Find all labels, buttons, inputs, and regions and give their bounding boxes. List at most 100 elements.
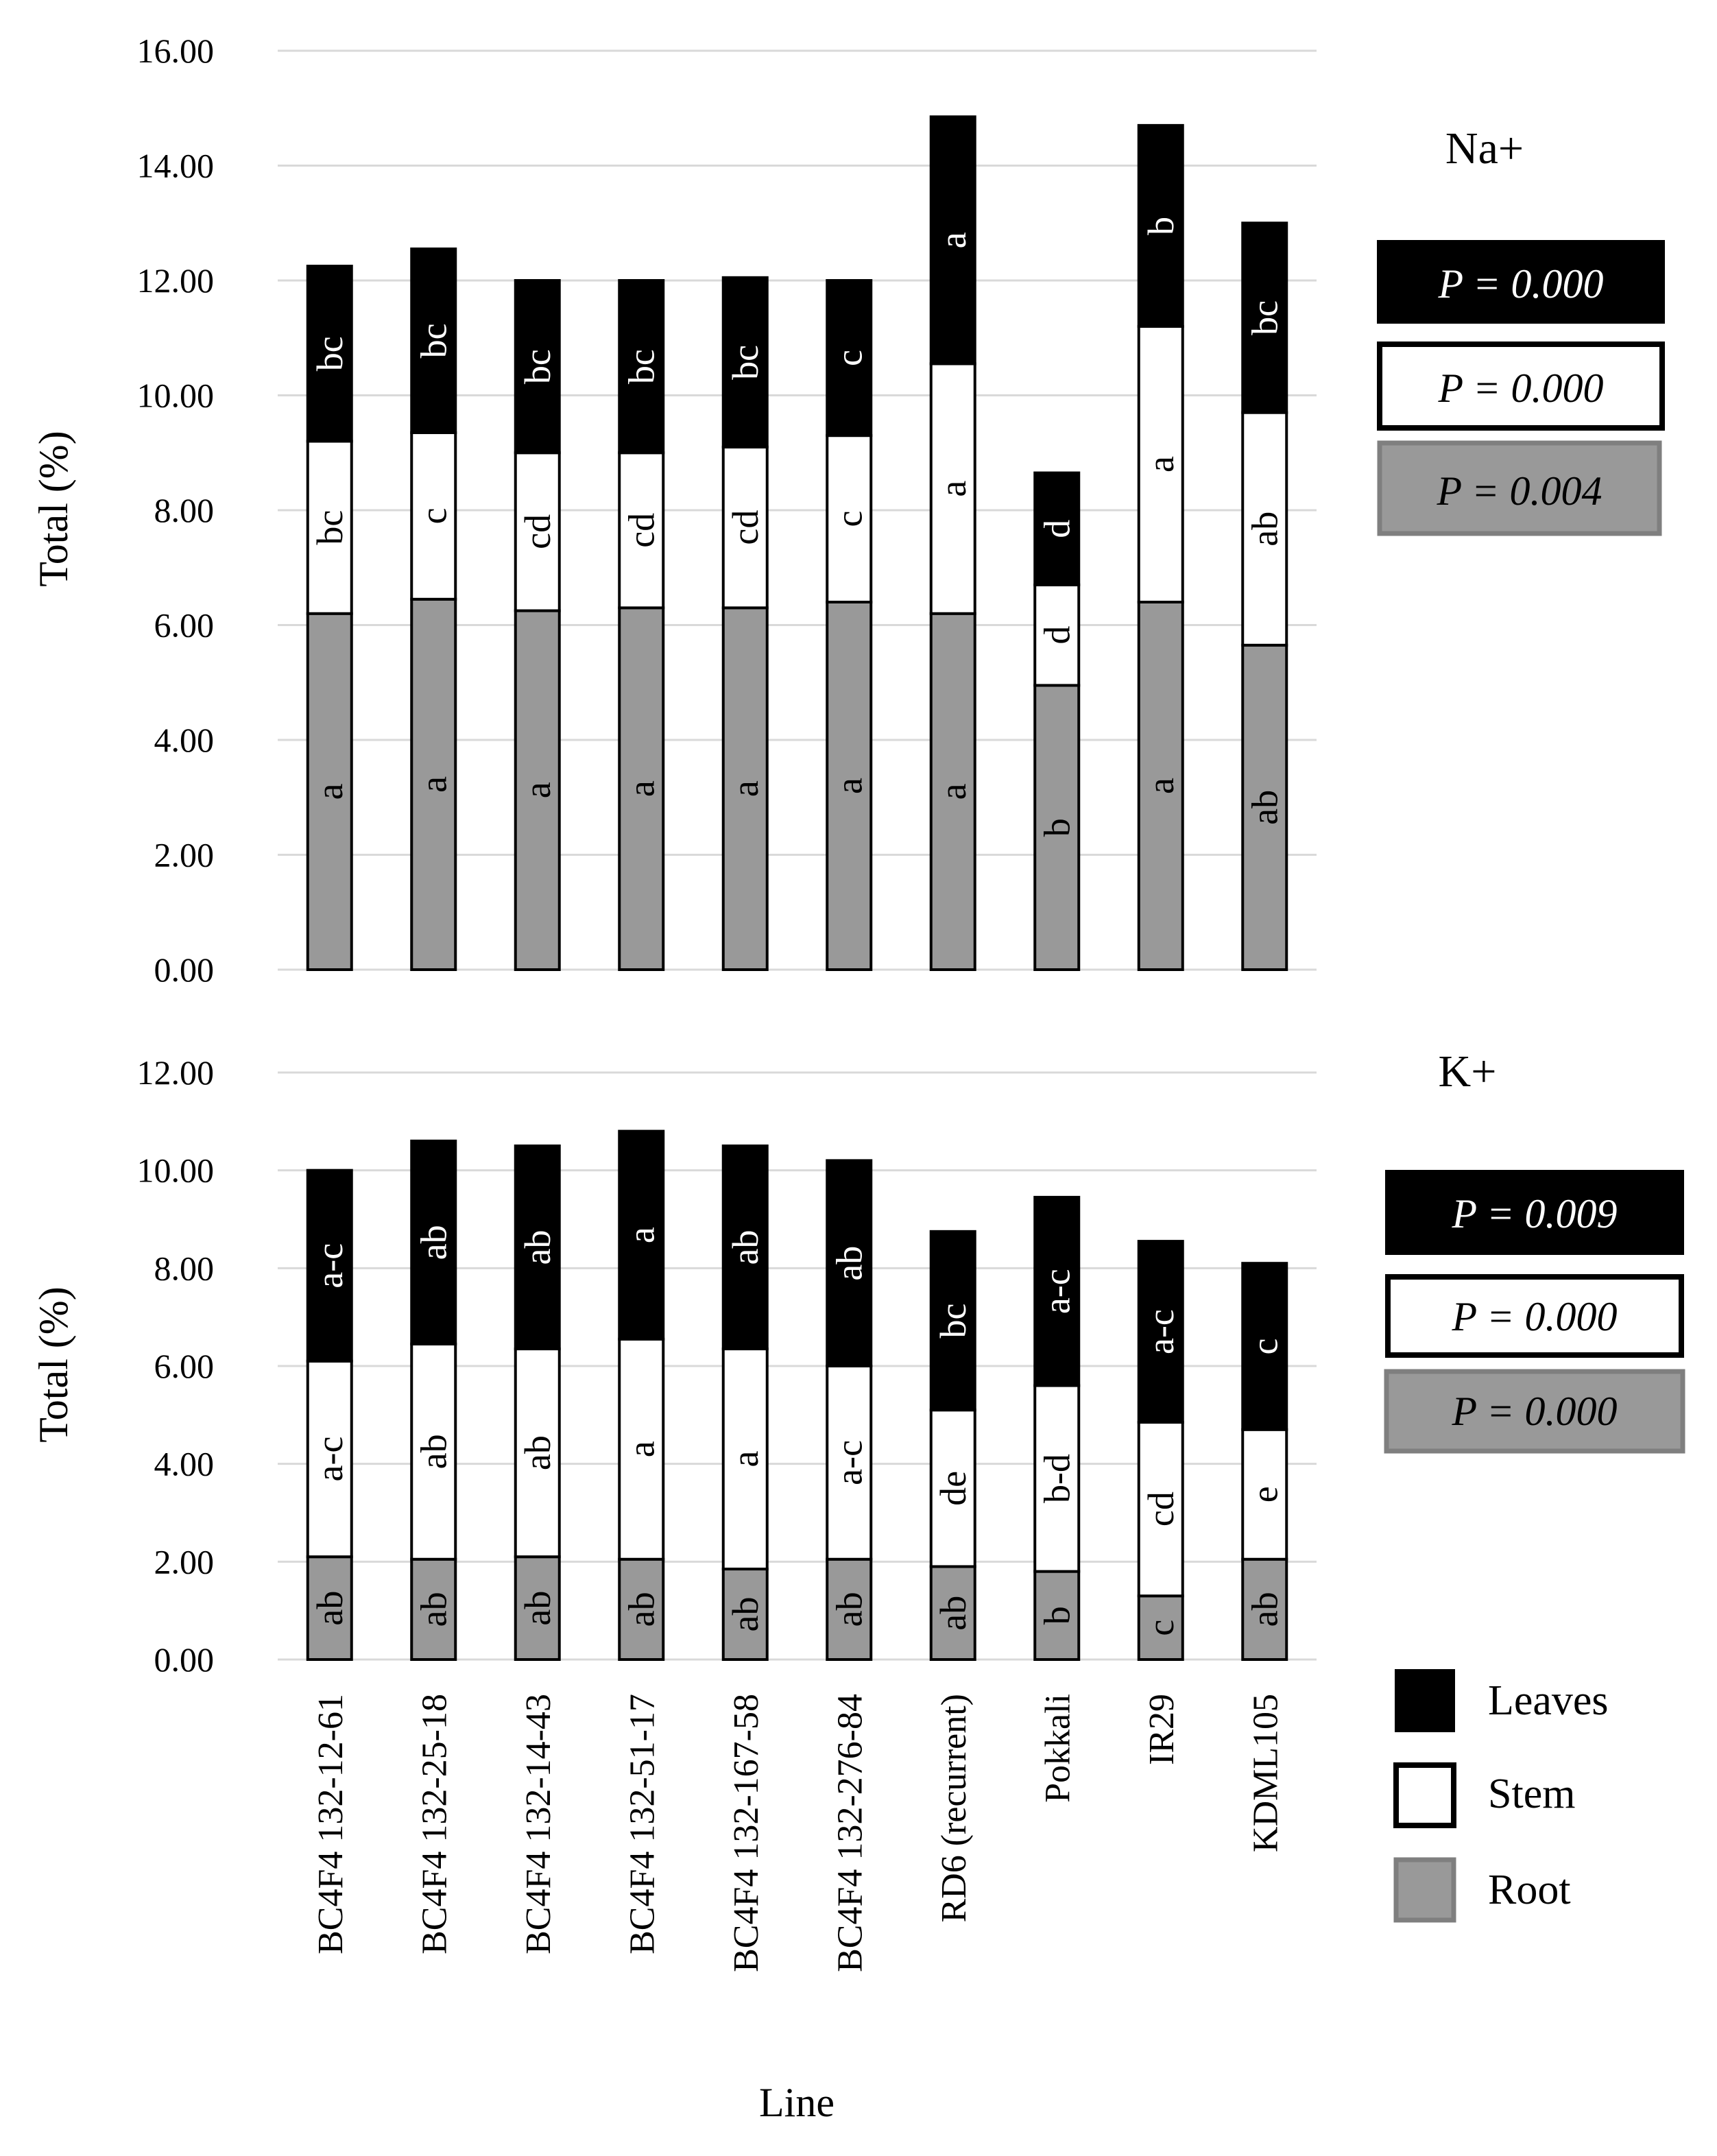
x-axis-title: Line bbox=[759, 2080, 835, 2125]
k-letter-root: ab bbox=[517, 1591, 558, 1626]
na-bar-stem bbox=[826, 434, 873, 603]
k-bar-leaves bbox=[1033, 1195, 1081, 1387]
k-letter-stem: b-d bbox=[1036, 1454, 1077, 1503]
na-letter-root: a bbox=[517, 782, 558, 798]
na-letter-root: a bbox=[828, 778, 869, 794]
na-y-tick-label: 8.00 bbox=[154, 491, 215, 529]
na-letter-leaves: bc bbox=[725, 345, 766, 380]
k-letter-leaves: ab bbox=[828, 1246, 869, 1281]
na-letter-leaves: bc bbox=[413, 323, 454, 358]
na-letter-root: b bbox=[1036, 818, 1077, 837]
na-bar-root bbox=[1033, 684, 1081, 971]
na-bar-root bbox=[1241, 643, 1288, 971]
k-p-values: P = 0.009 P = 0.000 P = 0.000 bbox=[1384, 1170, 1685, 1454]
k-letter-stem: a-c bbox=[309, 1437, 350, 1482]
k-y-tick-label: 2.00 bbox=[154, 1542, 215, 1581]
na-bar-leaves bbox=[1137, 123, 1184, 328]
na-letter-stem: bc bbox=[309, 510, 350, 545]
k-letter-leaves: a-c bbox=[1036, 1269, 1077, 1314]
na-bar-stem bbox=[1241, 411, 1288, 647]
k-letter-root: c bbox=[1140, 1620, 1181, 1636]
k-letter-root: ab bbox=[621, 1592, 662, 1627]
na-letter-root: a bbox=[413, 776, 454, 793]
k-letter-stem: a-c bbox=[828, 1440, 869, 1485]
k-letter-leaves: c bbox=[1244, 1338, 1285, 1354]
na-y-tick-label: 6.00 bbox=[154, 606, 215, 645]
category-label: BC4F4 132-51-17 bbox=[623, 1694, 662, 1954]
k-category-labels: BC4F4 132-12-61 BC4F4 132-25-18 BC4F4 132-… bbox=[311, 1694, 1286, 1972]
k-y-tick-label: 0.00 bbox=[154, 1640, 215, 1679]
category-label: IR29 bbox=[1142, 1694, 1181, 1765]
na-letter-stem: ab bbox=[1244, 512, 1285, 547]
na-letter-stem: cd bbox=[725, 510, 766, 545]
na-letter-root: a bbox=[621, 780, 662, 797]
k-bar-leaves bbox=[618, 1129, 665, 1341]
na-y-tick-labels: 0.00 2.00 4.00 6.00 8.00 10.00 12.00 14.00 16.00 bbox=[137, 32, 215, 989]
na-bar-leaves bbox=[306, 265, 353, 443]
na-letter-leaves: bc bbox=[517, 349, 558, 384]
k-letter-stem: a bbox=[621, 1441, 662, 1457]
na-bar-leaves bbox=[1033, 471, 1081, 586]
k-bar-stem bbox=[514, 1348, 561, 1559]
na-letter-stem: a bbox=[933, 481, 974, 497]
legend-swatch-leaves bbox=[1395, 1669, 1455, 1732]
k-letter-stem: e bbox=[1244, 1486, 1285, 1502]
k-bar-leaves bbox=[929, 1230, 976, 1412]
na-letter-root: a bbox=[1140, 778, 1181, 794]
na-letter-root: ab bbox=[1244, 790, 1285, 825]
na-letter-root: a bbox=[309, 783, 350, 800]
k-letter-leaves: ab bbox=[413, 1225, 454, 1260]
legend-swatch-stem bbox=[1393, 1762, 1456, 1828]
k-letter-root: ab bbox=[725, 1597, 766, 1632]
k-letter-stem: cd bbox=[1140, 1492, 1181, 1526]
k-bars: ab a-c a-c ab ab ab ab ab ab ab a a ab a ab ab a-c ab ab de… bbox=[306, 1129, 1288, 1662]
category-label: BC4F4 132-167-58 bbox=[727, 1694, 766, 1972]
na-bar-root bbox=[1137, 601, 1184, 971]
na-y-tick-label: 10.00 bbox=[137, 376, 215, 415]
na-p-box-stem bbox=[1377, 342, 1665, 431]
k-letter-stem: ab bbox=[517, 1435, 558, 1470]
na-letter-leaves: b bbox=[1140, 217, 1181, 235]
k-bar-leaves bbox=[721, 1145, 769, 1351]
k-letter-root: ab bbox=[933, 1596, 974, 1631]
k-letter-leaves: bc bbox=[933, 1304, 974, 1339]
na-bar-leaves bbox=[1241, 221, 1288, 414]
na-letter-stem: c bbox=[828, 511, 869, 527]
k-bar-stem bbox=[410, 1342, 457, 1561]
na-bar-root bbox=[929, 612, 976, 971]
k-letter-leaves: a-c bbox=[309, 1243, 350, 1289]
k-y-tick-label: 8.00 bbox=[154, 1249, 215, 1287]
na-y-axis-title: Total (%) bbox=[31, 431, 76, 586]
na-letter-leaves: bc bbox=[621, 349, 662, 384]
category-label: KDML105 bbox=[1246, 1694, 1285, 1852]
k-bar-stem bbox=[929, 1409, 976, 1568]
na-y-tick-label: 12.00 bbox=[137, 261, 215, 300]
k-y-tick-label: 4.00 bbox=[154, 1445, 215, 1483]
na-bar-root bbox=[618, 606, 665, 971]
k-bar-leaves bbox=[306, 1169, 353, 1363]
na-bar-leaves bbox=[410, 247, 457, 434]
k-bar-leaves bbox=[1241, 1262, 1288, 1431]
na-letter-leaves: bc bbox=[1244, 300, 1285, 335]
k-y-tick-label: 10.00 bbox=[137, 1151, 215, 1190]
na-bar-stem bbox=[929, 362, 976, 615]
na-bar-leaves bbox=[721, 276, 769, 448]
na-y-tick-label: 2.00 bbox=[154, 836, 215, 874]
na-p-stem: P = 0.000 bbox=[1437, 366, 1603, 411]
na-letter-leaves: d bbox=[1036, 520, 1077, 538]
k-bar-root bbox=[929, 1565, 976, 1661]
k-bar-root bbox=[618, 1557, 665, 1661]
k-letter-leaves: ab bbox=[725, 1230, 766, 1265]
na-letter-root: a bbox=[933, 783, 974, 800]
na-letter-leaves: c bbox=[828, 350, 869, 366]
k-p-box-stem bbox=[1385, 1274, 1684, 1358]
k-p-stem: P = 0.000 bbox=[1451, 1294, 1617, 1339]
k-p-box-root bbox=[1384, 1369, 1685, 1454]
k-ion-title: K+ bbox=[1439, 1046, 1497, 1097]
legend-label-stem: Stem bbox=[1488, 1771, 1575, 1817]
k-bar-root bbox=[826, 1557, 873, 1661]
k-letter-root: b bbox=[1036, 1606, 1077, 1625]
na-p-leaves: P = 0.000 bbox=[1437, 261, 1603, 307]
category-label: RD6 (recurrent) bbox=[935, 1694, 974, 1923]
